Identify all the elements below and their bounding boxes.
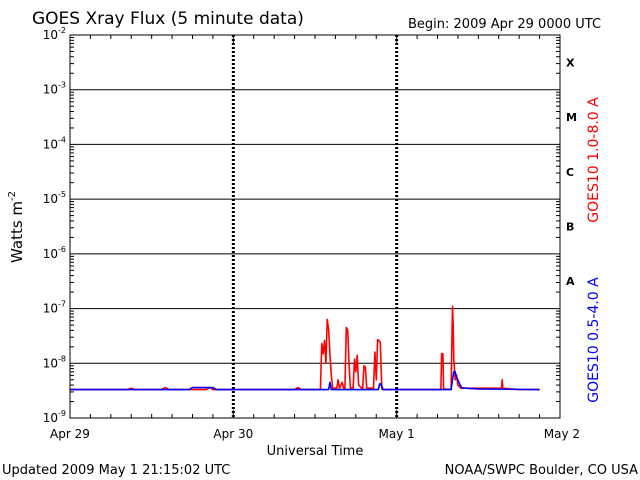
y-tick-label: 10-7 (43, 300, 66, 316)
x-tick-label: May 1 (379, 427, 415, 441)
x-tick-label: Apr 30 (213, 427, 253, 441)
y-tick-label: 10-3 (43, 81, 66, 97)
y-tick-label: 10-4 (43, 135, 66, 151)
y-axis-label: Watts m-2 (7, 191, 26, 263)
chart-title: GOES Xray Flux (5 minute data) (32, 9, 304, 29)
legend-series-2: GOES10 0.5-4.0 A (586, 277, 602, 403)
series-line-2 (70, 371, 540, 391)
footer-credit: NOAA/SWPC Boulder, CO USA (445, 463, 638, 478)
y-axis-label-text: Watts m (8, 201, 26, 263)
flare-class-labels: A B C M X (566, 56, 577, 288)
footer-updated: Updated 2009 May 1 21:15:02 UTC (2, 463, 230, 478)
y-axis: 10-9 10-8 10-7 10-6 10-5 10-4 10-3 10-2 (43, 26, 560, 425)
x-tick-label: Apr 29 (50, 427, 90, 441)
plot-frame (69, 34, 561, 419)
y-axis-label-exponent: -2 (7, 191, 18, 201)
x-axis-label: Universal Time (267, 444, 364, 459)
flare-class-label: C (566, 166, 574, 179)
svg-text:Watts m-2: Watts m-2 (7, 191, 26, 263)
gridlines (70, 35, 560, 418)
legend-series-1-label: GOES10 1.0-8.0 A (586, 97, 602, 223)
begin-label: Begin: 2009 Apr 29 0000 UTC (408, 17, 601, 32)
y-tick-label: 10-5 (43, 190, 66, 206)
series-lines (70, 305, 540, 391)
y-tick-label: 10-2 (43, 26, 66, 42)
flare-class-label: M (566, 111, 577, 124)
y-tick-label: 10-6 (43, 245, 66, 261)
flare-class-label: X (566, 56, 575, 69)
series-line-1 (70, 305, 540, 391)
y-tick-label: 10-8 (43, 354, 66, 370)
legend-series-1: GOES10 1.0-8.0 A (586, 97, 602, 223)
y-tick-label: 10-9 (43, 409, 66, 425)
legend-series-2-label: GOES10 0.5-4.0 A (586, 277, 602, 403)
x-tick-label: May 2 (544, 427, 580, 441)
flare-class-label: A (566, 275, 575, 288)
flare-class-label: B (566, 221, 574, 234)
x-axis: Apr 29 Apr 30 May 1 May 2 (50, 35, 580, 441)
